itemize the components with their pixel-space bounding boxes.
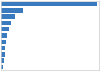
Bar xyxy=(1,40,6,44)
Bar xyxy=(1,33,7,38)
Bar xyxy=(1,8,23,13)
Bar xyxy=(1,52,4,57)
Bar xyxy=(1,21,11,25)
Bar xyxy=(1,65,3,69)
Bar xyxy=(1,27,9,31)
Bar xyxy=(1,2,97,6)
Bar xyxy=(1,46,6,50)
Bar xyxy=(1,14,15,19)
Bar xyxy=(1,58,4,63)
